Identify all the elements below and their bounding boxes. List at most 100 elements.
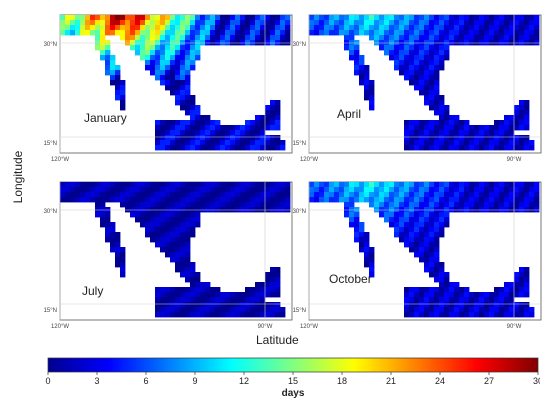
grid-cell bbox=[150, 192, 156, 198]
grid-cell bbox=[120, 80, 126, 86]
grid-cell bbox=[404, 55, 410, 61]
grid-cell bbox=[434, 125, 440, 131]
grid-cell bbox=[120, 272, 126, 278]
grid-cell bbox=[170, 197, 176, 203]
grid-cell bbox=[145, 55, 151, 61]
grid-cell bbox=[185, 237, 191, 243]
grid-cell bbox=[140, 55, 146, 61]
grid-cell bbox=[225, 307, 231, 313]
grid-cell bbox=[354, 30, 360, 36]
grid-cell bbox=[160, 140, 166, 146]
grid-cell bbox=[454, 35, 460, 41]
grid-cell bbox=[429, 80, 435, 86]
grid-cell bbox=[245, 187, 251, 193]
grid-cell bbox=[170, 65, 176, 71]
grid-cell bbox=[419, 35, 425, 41]
grid-cell bbox=[205, 312, 211, 318]
grid-cell bbox=[424, 125, 430, 131]
grid-cell bbox=[245, 202, 251, 208]
grid-cell bbox=[364, 197, 370, 203]
grid-cell bbox=[180, 292, 186, 298]
grid-cell bbox=[185, 262, 191, 268]
grid-cell bbox=[180, 267, 186, 273]
grid-cell bbox=[409, 297, 415, 303]
grid-cell bbox=[514, 202, 520, 208]
grid-cell bbox=[509, 302, 515, 308]
grid-cell bbox=[439, 30, 445, 36]
grid-cell bbox=[120, 262, 126, 268]
grid-cell bbox=[165, 60, 171, 66]
grid-cell bbox=[389, 212, 395, 218]
grid-cell bbox=[60, 187, 66, 193]
grid-cell bbox=[439, 35, 445, 41]
grid-cell bbox=[409, 192, 415, 198]
grid-cell bbox=[379, 192, 385, 198]
grid-cell bbox=[519, 182, 525, 188]
grid-cell bbox=[110, 227, 116, 233]
grid-cell bbox=[399, 232, 405, 238]
grid-cell bbox=[105, 207, 111, 213]
grid-cell bbox=[464, 25, 470, 31]
grid-cell bbox=[120, 15, 126, 21]
grid-cell bbox=[499, 302, 505, 308]
grid-cell bbox=[85, 30, 91, 36]
grid-cell bbox=[439, 25, 445, 31]
grid-cell bbox=[85, 20, 91, 26]
grid-cell bbox=[155, 50, 161, 56]
grid-cell bbox=[434, 15, 440, 21]
grid-cell bbox=[265, 35, 271, 41]
grid-cell bbox=[389, 182, 395, 188]
grid-cell bbox=[215, 292, 221, 298]
grid-cell bbox=[394, 65, 400, 71]
grid-cell bbox=[519, 307, 525, 313]
grid-cell bbox=[220, 35, 226, 41]
grid-cell bbox=[419, 192, 425, 198]
grid-cell bbox=[160, 287, 166, 293]
grid-cell bbox=[75, 30, 81, 36]
grid-cell bbox=[140, 192, 146, 198]
grid-cell bbox=[145, 227, 151, 233]
grid-cell bbox=[474, 307, 480, 313]
grid-cell bbox=[265, 272, 271, 278]
grid-cell bbox=[489, 145, 495, 151]
grid-cell bbox=[464, 15, 470, 21]
grid-cell bbox=[255, 25, 261, 31]
grid-cell bbox=[349, 35, 355, 41]
grid-cell bbox=[424, 55, 430, 61]
grid-cell bbox=[349, 182, 355, 188]
grid-cell bbox=[379, 20, 385, 26]
grid-cell bbox=[150, 55, 156, 61]
grid-cell bbox=[434, 110, 440, 116]
grid-cell bbox=[175, 212, 181, 218]
grid-cell bbox=[444, 55, 450, 61]
grid-cell bbox=[90, 15, 96, 21]
grid-cell bbox=[185, 292, 191, 298]
grid-cell bbox=[255, 312, 261, 318]
grid-cell bbox=[369, 95, 375, 101]
grid-cell bbox=[255, 287, 261, 293]
grid-cell bbox=[409, 222, 415, 228]
grid-cell bbox=[519, 277, 525, 283]
grid-cell bbox=[240, 312, 246, 318]
grid-cell bbox=[404, 130, 410, 136]
grid-cell bbox=[459, 20, 465, 26]
grid-cell bbox=[235, 140, 241, 146]
grid-cell bbox=[235, 302, 241, 308]
grid-cell bbox=[429, 287, 435, 293]
grid-cell bbox=[275, 202, 281, 208]
grid-cell bbox=[215, 287, 221, 293]
grid-cell bbox=[180, 60, 186, 66]
grid-cell bbox=[449, 120, 455, 126]
grid-cell bbox=[275, 287, 281, 293]
grid-cell bbox=[175, 252, 181, 258]
grid-cell bbox=[339, 187, 345, 193]
grid-cell bbox=[469, 297, 475, 303]
grid-cell bbox=[275, 135, 281, 141]
month-label: January bbox=[84, 111, 127, 125]
grid-cell bbox=[414, 120, 420, 126]
grid-cell bbox=[429, 302, 435, 308]
grid-cell bbox=[349, 202, 355, 208]
grid-cell bbox=[444, 282, 450, 288]
grid-cell bbox=[434, 277, 440, 283]
month-label: July bbox=[82, 284, 104, 298]
